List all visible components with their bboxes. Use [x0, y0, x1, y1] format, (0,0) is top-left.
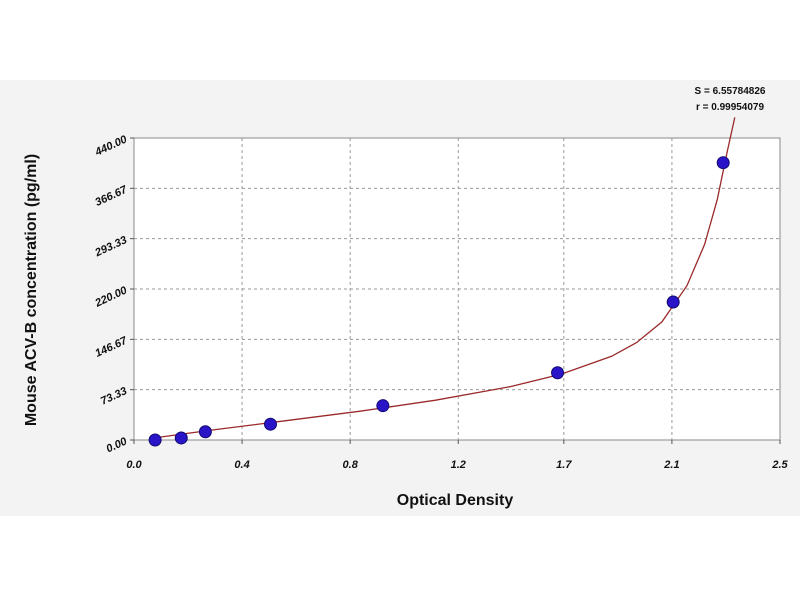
data-point — [666, 295, 680, 309]
y-axis-title: Mouse ACV-B concentration (pg/ml) — [23, 154, 40, 426]
data-point — [716, 156, 730, 170]
data-point — [148, 433, 162, 447]
data-point — [174, 431, 188, 445]
x-tick-label: 1.2 — [451, 459, 466, 471]
data-point — [198, 425, 212, 439]
data-point — [551, 366, 565, 380]
x-tick-label: 2.5 — [771, 459, 788, 471]
fit-curve — [149, 117, 736, 440]
x-tick-label: 0.0 — [126, 459, 142, 471]
annotation: S = 6.55784826 — [695, 86, 766, 97]
x-tick-label: 1.7 — [556, 459, 572, 471]
annotation: r = 0.99954079 — [696, 102, 765, 113]
data-point — [376, 399, 390, 413]
data-point — [263, 417, 277, 431]
x-tick-label: 0.8 — [343, 459, 359, 471]
x-tick-label: 0.4 — [234, 459, 249, 471]
x-axis-title: Optical Density — [397, 492, 514, 509]
x-tick-label: 2.1 — [663, 459, 679, 471]
